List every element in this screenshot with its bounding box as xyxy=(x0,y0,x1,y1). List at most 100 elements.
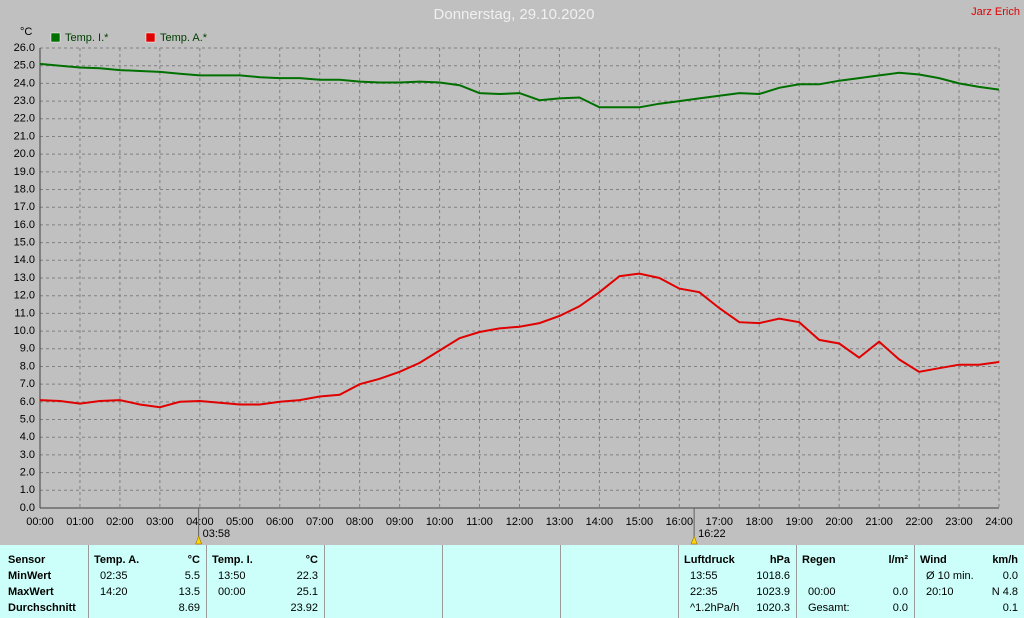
series-line xyxy=(39,62,1000,109)
x-tick-label: 01:00 xyxy=(66,516,94,528)
stats-cell: 13.5 xyxy=(178,586,200,598)
x-tick-label: 18:00 xyxy=(745,516,773,528)
y-tick-label: 0.0 xyxy=(20,502,35,514)
chart: Donnerstag, 29.10.2020 Jarz Erich °C 0.0… xyxy=(14,6,1020,545)
stats-cell: MinWert xyxy=(8,570,52,582)
y-tick-label: 4.0 xyxy=(20,431,35,443)
stats-cell: 13:55 xyxy=(690,570,718,582)
x-tick-label: 19:00 xyxy=(785,516,813,528)
y-tick-label: 3.0 xyxy=(20,449,35,461)
stats-cell: hPa xyxy=(769,554,790,566)
stats-cell: 22:35 xyxy=(690,586,718,598)
stats-cell: 02:35 xyxy=(100,570,128,582)
y-tick-label: 14.0 xyxy=(14,254,35,266)
y-tick-label: 18.0 xyxy=(14,183,35,195)
x-tick-label: 06:00 xyxy=(266,516,294,528)
stats-cell: 14:20 xyxy=(100,586,128,598)
x-tick-label: 12:00 xyxy=(506,516,534,528)
stats-cell: Durchschnitt xyxy=(8,602,76,614)
column-separator xyxy=(324,545,325,618)
x-tick-label: 03:00 xyxy=(146,516,174,528)
y-tick-label: 25.0 xyxy=(14,60,35,72)
y-tick-label: 1.0 xyxy=(20,484,35,496)
stats-cell: 1020.3 xyxy=(756,602,790,614)
stats-cell: 0.1 xyxy=(1002,602,1018,614)
column-separator xyxy=(914,545,915,618)
stats-cell: ^1.2hPa/h xyxy=(690,602,740,614)
stats-cell: 0.0 xyxy=(1002,570,1018,582)
stats-cell: 00:00 xyxy=(808,586,836,598)
column-separator xyxy=(442,545,443,618)
stats-cell: N 4.8 xyxy=(991,586,1018,598)
y-tick-label: 5.0 xyxy=(20,413,35,425)
x-tick-label: 08:00 xyxy=(346,516,374,528)
y-tick-label: 23.0 xyxy=(14,95,35,107)
stats-cell: Wind xyxy=(920,554,947,566)
stats-cell: Temp. A. xyxy=(94,554,140,566)
y-tick-label: 22.0 xyxy=(14,113,35,125)
legend-swatch xyxy=(50,32,61,43)
x-tick-label: 17:00 xyxy=(706,516,734,528)
y-tick-label: 8.0 xyxy=(20,360,35,372)
sun-label: 16:22 xyxy=(698,528,726,540)
x-tick-label: 10:00 xyxy=(426,516,454,528)
stats-cell: °C xyxy=(187,554,200,566)
stats-cell: Luftdruck xyxy=(684,554,735,566)
stats-cell: Ø 10 min. xyxy=(926,570,974,582)
stats-cell: Regen xyxy=(802,554,836,566)
sun-icon xyxy=(690,535,698,545)
x-tick-label: 11:00 xyxy=(466,516,493,528)
stats-cell: 0.0 xyxy=(892,602,908,614)
stats-cell: 25.1 xyxy=(296,586,318,598)
y-tick-label: 9.0 xyxy=(20,343,35,355)
stats-cell: Sensor xyxy=(8,554,46,566)
stats-cell: 1023.9 xyxy=(756,586,790,598)
y-tick-label: 16.0 xyxy=(14,219,35,231)
y-tick-label: 10.0 xyxy=(14,325,35,337)
x-tick-label: 24:00 xyxy=(985,516,1013,528)
stats-cell: 22.3 xyxy=(296,570,318,582)
y-tick-label: 26.0 xyxy=(14,42,35,54)
x-tick-label: 15:00 xyxy=(626,516,654,528)
y-tick-label: 24.0 xyxy=(14,77,35,89)
stats-cell: °C xyxy=(305,554,318,566)
x-tick-label: 16:00 xyxy=(666,516,694,528)
x-tick-label: 13:00 xyxy=(546,516,574,528)
x-tick-label: 04:00 xyxy=(186,516,214,528)
sun-label: 03:58 xyxy=(203,528,231,540)
stats-cell: 8.69 xyxy=(178,602,200,614)
stats-panel: Sensor MinWert MaxWert Durchschnitt Temp. A.… xyxy=(0,545,1024,618)
column-separator xyxy=(678,545,679,618)
y-tick-label: 20.0 xyxy=(14,148,35,160)
author: Jarz Erich xyxy=(971,6,1020,18)
legend-label: Temp. A.* xyxy=(160,32,208,44)
y-tick-label: 7.0 xyxy=(20,378,35,390)
series-line xyxy=(39,272,1000,409)
sun-icon xyxy=(195,535,202,545)
y-tick-label: 2.0 xyxy=(20,467,35,479)
stats-cell: 5.5 xyxy=(184,570,200,582)
column-separator xyxy=(88,545,89,618)
stats-cell: 13:50 xyxy=(218,570,246,582)
x-tick-label: 05:00 xyxy=(226,516,254,528)
stats-cell: 20:10 xyxy=(926,586,954,598)
stats-cell: km/h xyxy=(992,554,1018,566)
legend-swatch xyxy=(145,32,156,43)
y-tick-label: 12.0 xyxy=(14,290,35,302)
y-tick-label: 17.0 xyxy=(14,201,35,213)
x-tick-label: 21:00 xyxy=(865,516,893,528)
x-tick-label: 07:00 xyxy=(306,516,334,528)
legend-label: Temp. I.* xyxy=(65,32,109,44)
x-tick-label: 22:00 xyxy=(905,516,933,528)
x-tick-label: 00:00 xyxy=(26,516,54,528)
y-tick-label: 6.0 xyxy=(20,396,35,408)
stats-cell: Gesamt: xyxy=(808,602,850,614)
stats-cell: Temp. I. xyxy=(212,554,253,566)
chart-title: Donnerstag, 29.10.2020 xyxy=(434,6,595,23)
x-tick-label: 09:00 xyxy=(386,516,414,528)
stats-cell: 1018.6 xyxy=(756,570,790,582)
stats-cell: 23.92 xyxy=(290,602,318,614)
y-tick-label: 13.0 xyxy=(14,272,35,284)
x-tick-label: 02:00 xyxy=(106,516,134,528)
